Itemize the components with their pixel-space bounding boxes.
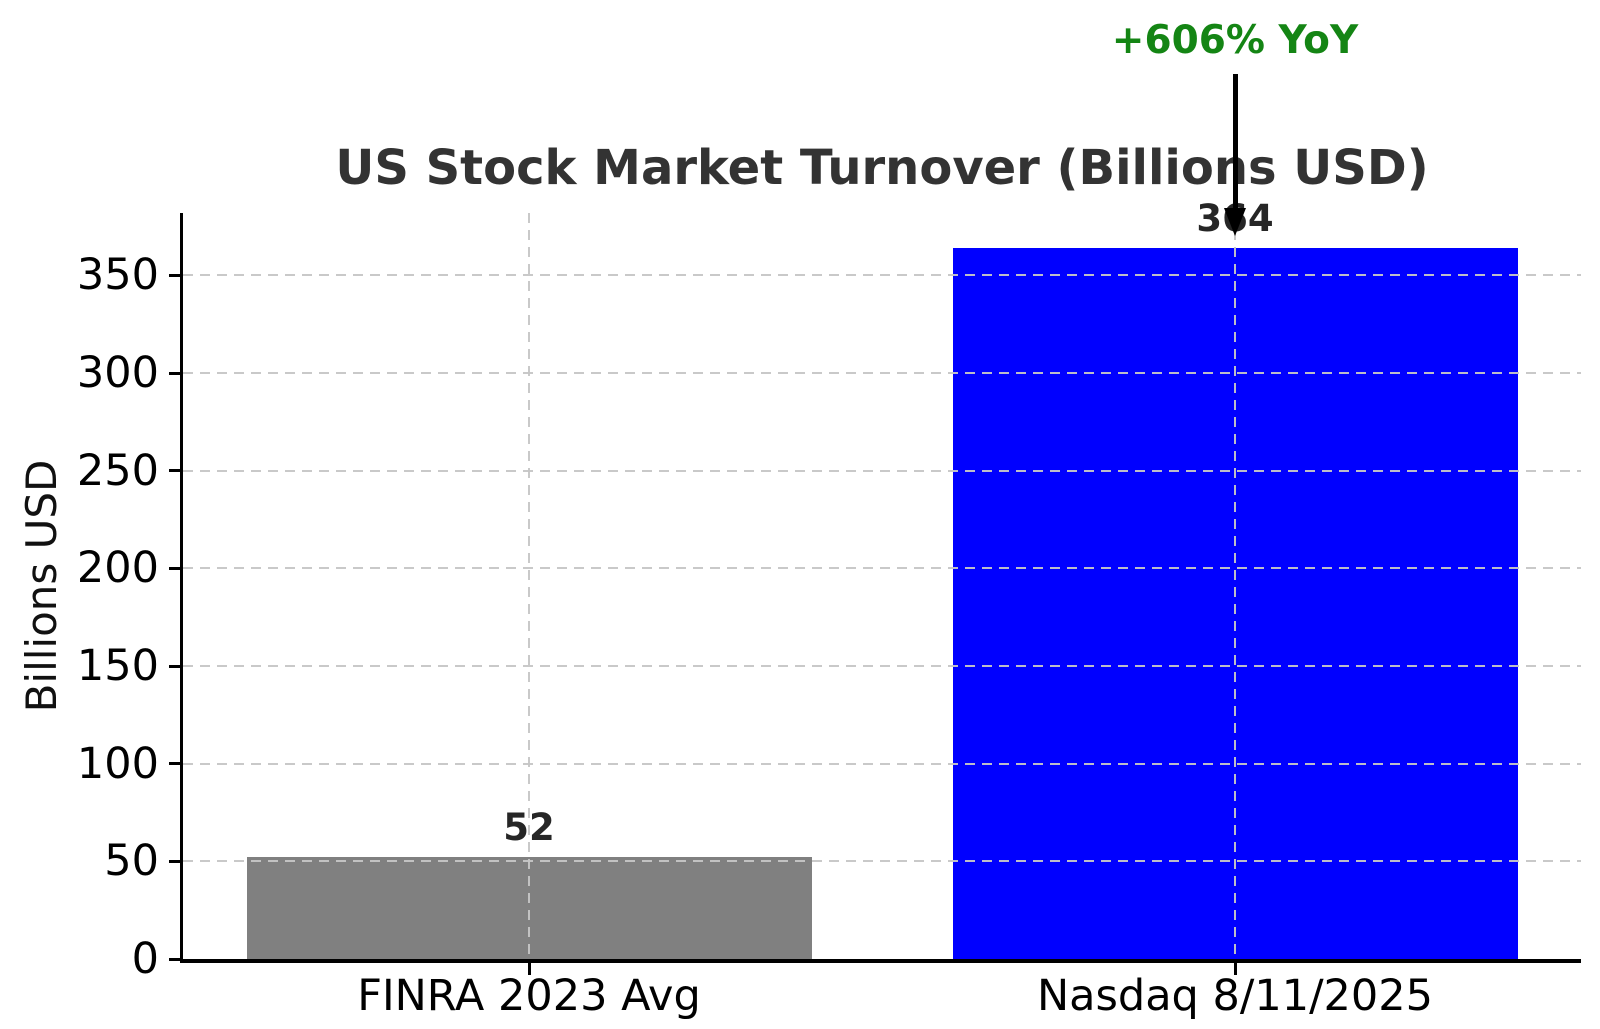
y-tick-label: 350 — [76, 250, 159, 301]
h-gridline — [183, 469, 1581, 472]
h-gridline — [183, 372, 1581, 375]
x-tick-mark — [1233, 963, 1237, 975]
h-gridline — [183, 860, 1581, 863]
x-tick-label: Nasdaq 8/11/2025 — [1036, 971, 1433, 1021]
y-tick-label: 250 — [76, 445, 159, 496]
h-gridline — [183, 762, 1581, 765]
h-gridline — [183, 274, 1581, 277]
y-tick-mark — [169, 566, 183, 570]
x-axis-line — [180, 959, 1581, 963]
y-tick-label: 0 — [131, 934, 159, 984]
y-tick-label: 150 — [76, 641, 159, 692]
y-tick-label: 200 — [76, 543, 159, 594]
v-gridline — [528, 213, 530, 959]
y-axis-line — [180, 213, 183, 963]
y-tick-mark — [169, 957, 183, 961]
y-tick-label: 100 — [76, 738, 159, 789]
y-tick-label: 300 — [76, 348, 159, 399]
y-tick-mark — [169, 762, 183, 766]
h-gridline — [183, 567, 1581, 570]
y-tick-mark — [169, 664, 183, 668]
annotation-arrow-head-icon — [1224, 208, 1246, 237]
y-tick-mark — [169, 273, 183, 277]
x-tick-label: FINRA 2023 Avg — [357, 971, 701, 1021]
y-tick-mark — [169, 371, 183, 375]
chart-title: US Stock Market Turnover (Billions USD) — [335, 140, 1429, 196]
annotation-arrow-shaft — [1232, 74, 1238, 209]
h-gridline — [183, 665, 1581, 668]
bar-value-label: 52 — [503, 806, 555, 850]
y-tick-label: 50 — [104, 836, 159, 887]
v-gridline — [1234, 213, 1236, 959]
x-tick-mark — [527, 963, 531, 975]
y-tick-mark — [169, 469, 183, 473]
annotation-text: +606% YoY — [1111, 18, 1359, 63]
y-tick-mark — [169, 859, 183, 863]
